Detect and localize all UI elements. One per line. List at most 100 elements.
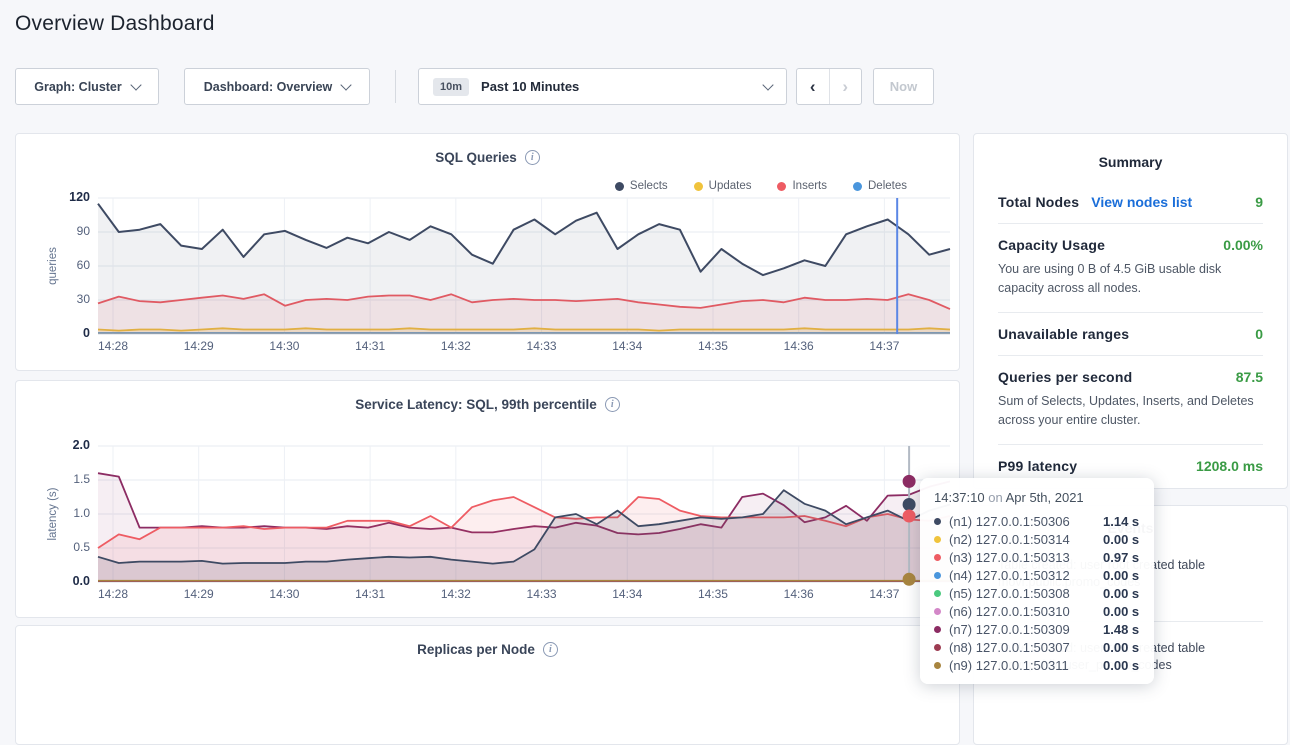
x-axis-tick: 14:28 bbox=[97, 587, 129, 601]
x-axis-tick: 14:35 bbox=[697, 339, 728, 353]
capacity-usage-description: You are using 0 B of 4.5 GiB usable disk… bbox=[998, 262, 1222, 296]
y-axis-tick: 1.0 bbox=[73, 506, 90, 520]
series-dot-icon bbox=[934, 553, 941, 561]
p99-latency-label: P99 latency bbox=[998, 457, 1078, 474]
x-axis-tick: 14:34 bbox=[612, 339, 643, 353]
chart-title-sql-queries: SQL Queries bbox=[435, 150, 517, 165]
capacity-usage-label: Capacity Usage bbox=[998, 237, 1106, 253]
legend-dot-icon bbox=[693, 181, 703, 191]
x-axis-tick: 14:35 bbox=[697, 587, 728, 601]
chart-hover-tooltip: 14:37:10 on Apr 5th, 2021 (n1) 127.0.0.1… bbox=[920, 478, 1154, 684]
qps-label: Queries per second bbox=[998, 368, 1133, 385]
sql-queries-chart-card: SQL Queries i Selects Updates Inserts Delet… bbox=[15, 133, 960, 371]
y-axis-tick: 2.0 bbox=[72, 438, 90, 452]
legend-item-inserts[interactable]: Inserts bbox=[777, 180, 827, 192]
info-icon[interactable]: i bbox=[524, 150, 540, 165]
y-axis-tick: 0.5 bbox=[73, 540, 90, 554]
x-axis-tick: 14:29 bbox=[183, 587, 214, 601]
y-axis-tick: 0 bbox=[83, 326, 90, 340]
tooltip-row: (n8) 127.0.0.1:50307 0.00 s bbox=[934, 638, 1140, 656]
x-axis-tick: 14:36 bbox=[783, 587, 814, 601]
info-icon[interactable]: i bbox=[604, 397, 620, 412]
series-dot-icon bbox=[934, 517, 941, 525]
chevron-down-icon bbox=[340, 78, 352, 91]
graph-scope-label: Graph: Cluster bbox=[34, 79, 122, 94]
tooltip-row: (n5) 127.0.0.1:50308 0.00 s bbox=[934, 584, 1140, 602]
chevron-down-icon bbox=[762, 78, 774, 91]
service-latency-plot[interactable]: 2.0 1.5 1.0 0.5 0.0 14:28 14:29 14:30 14:31 14:32… bbox=[47, 438, 951, 601]
series-dot-icon bbox=[934, 661, 941, 669]
legend-item-selects[interactable]: Selects bbox=[614, 180, 668, 192]
capacity-usage-value: 0.00% bbox=[1223, 237, 1263, 253]
x-axis-tick: 14:33 bbox=[526, 587, 557, 601]
time-range-dropdown[interactable]: 10m Past 10 Minutes bbox=[418, 68, 787, 105]
qps-description: Sum of Selects, Updates, Inserts, and De… bbox=[998, 393, 1254, 428]
legend-dot-icon bbox=[614, 181, 624, 191]
page-title: Overview Dashboard bbox=[15, 12, 215, 35]
tooltip-row: (n6) 127.0.0.1:50310 0.00 s bbox=[934, 602, 1140, 620]
legend-dot-icon bbox=[777, 181, 787, 191]
service-latency-chart-card: Service Latency: SQL, 99th percentile i … bbox=[15, 380, 960, 618]
view-nodes-list-link[interactable]: View nodes list bbox=[1091, 194, 1193, 210]
total-nodes-value: 9 bbox=[1255, 194, 1263, 210]
x-axis-tick: 14:28 bbox=[97, 339, 129, 353]
tooltip-row: (n7) 127.0.0.1:50309 1.48 s bbox=[934, 620, 1140, 638]
x-axis-tick: 14:30 bbox=[269, 587, 300, 601]
now-button[interactable]: Now bbox=[873, 68, 934, 105]
summary-panel: Summary Total Nodes View nodes list 9 Ca… bbox=[973, 133, 1288, 489]
x-axis-tick: 14:31 bbox=[355, 339, 386, 353]
series-dot-icon bbox=[934, 571, 941, 579]
tooltip-row: (n1) 127.0.0.1:50306 1.14 s bbox=[934, 512, 1140, 530]
total-nodes-label: Total Nodes bbox=[998, 194, 1080, 210]
time-range-label: Past 10 Minutes bbox=[481, 79, 580, 94]
tooltip-row: (n2) 127.0.0.1:50314 0.00 s bbox=[934, 530, 1140, 548]
p99-latency-value: 1208.0 ms bbox=[1196, 457, 1263, 474]
unavailable-ranges-value: 0 bbox=[1255, 325, 1263, 342]
divider bbox=[998, 223, 1263, 224]
x-axis-tick: 14:37 bbox=[869, 587, 900, 601]
graph-scope-dropdown[interactable]: Graph: Cluster bbox=[15, 68, 159, 105]
x-axis-tick: 14:32 bbox=[440, 587, 471, 601]
chart-title-service-latency: Service Latency: SQL, 99th percentile bbox=[355, 397, 597, 412]
x-axis-tick: 14:32 bbox=[440, 339, 471, 353]
tooltip-row: (n3) 127.0.0.1:50313 0.97 s bbox=[934, 548, 1140, 566]
y-axis-tick: 60 bbox=[76, 258, 90, 272]
legend-item-updates[interactable]: Updates bbox=[693, 180, 751, 192]
divider bbox=[998, 311, 1263, 313]
x-axis-tick: 14:36 bbox=[783, 339, 814, 353]
series-dot-icon bbox=[934, 607, 941, 615]
series-dot-icon bbox=[934, 625, 941, 633]
info-icon[interactable]: i bbox=[542, 642, 558, 657]
qps-value: 87.5 bbox=[1235, 368, 1263, 385]
divider bbox=[998, 354, 1263, 356]
y-axis-tick: 0.0 bbox=[72, 574, 90, 588]
y-axis-tick: 120 bbox=[69, 190, 90, 204]
x-axis-tick: 14:37 bbox=[869, 339, 900, 353]
y-axis-title: queries bbox=[47, 247, 59, 285]
unavailable-ranges-label: Unavailable ranges bbox=[998, 325, 1130, 342]
time-prev-button[interactable]: ‹ bbox=[797, 69, 830, 104]
series-dot-icon bbox=[934, 589, 941, 597]
series-dot-icon bbox=[934, 535, 941, 543]
time-range-badge: 10m bbox=[433, 77, 470, 96]
y-axis-tick: 90 bbox=[76, 224, 90, 238]
sql-queries-plot[interactable]: 120 90 60 30 0 14:28 14:29 14:30 14:31 14:32 14:33… bbox=[47, 190, 951, 353]
dashboard-label: Dashboard: Overview bbox=[203, 79, 333, 94]
legend-item-deletes[interactable]: Deletes bbox=[853, 180, 907, 192]
tooltip-row: (n9) 127.0.0.1:50311 0.00 s bbox=[934, 656, 1140, 674]
legend-dot-icon bbox=[853, 181, 862, 191]
tooltip-timestamp: 14:37:10 on Apr 5th, 2021 bbox=[934, 490, 1084, 505]
x-axis-tick: 14:33 bbox=[526, 339, 557, 353]
tooltip-row: (n4) 127.0.0.1:50312 0.00 s bbox=[934, 566, 1140, 584]
chart-legend: Selects Updates Inserts Deletes bbox=[614, 180, 907, 192]
controls-divider bbox=[395, 70, 396, 103]
time-step-buttons: ‹ › bbox=[796, 68, 862, 105]
series-dot-icon bbox=[934, 643, 941, 651]
x-axis-tick: 14:31 bbox=[355, 587, 386, 601]
chart-title-replicas: Replicas per Node bbox=[417, 642, 535, 657]
dashboard-dropdown[interactable]: Dashboard: Overview bbox=[184, 68, 370, 105]
x-axis-tick: 14:34 bbox=[612, 587, 643, 601]
y-axis-title: latency (s) bbox=[47, 487, 59, 541]
time-next-button[interactable]: › bbox=[842, 76, 849, 96]
x-axis-tick: 14:30 bbox=[269, 339, 300, 353]
